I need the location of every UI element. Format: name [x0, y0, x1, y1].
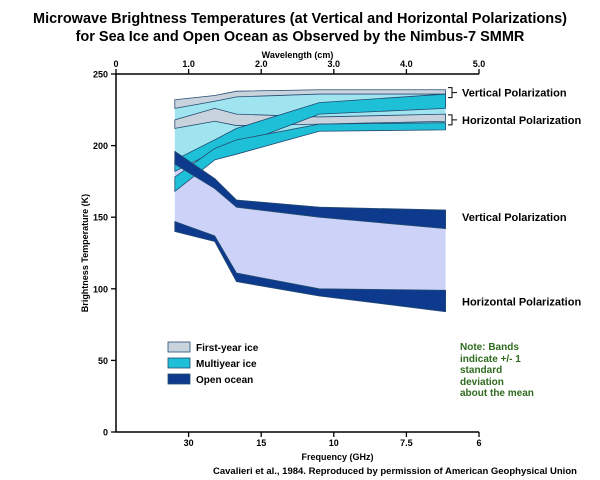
top-x-tick-label: 4.0 — [400, 59, 413, 69]
side-label: Horizontal Polarization — [462, 115, 581, 127]
note-line: deviation — [460, 376, 504, 388]
top-x-axis-label: Wavelength (cm) — [262, 50, 334, 60]
bottom-x-tick-label: 30 — [184, 438, 194, 448]
open-ocean-horizontal-band — [174, 221, 447, 313]
bottom-x-tick-label: 6 — [476, 438, 481, 448]
legend-swatch-open-ocean — [167, 373, 191, 385]
top-x-tick-label: 1.0 — [182, 59, 195, 69]
side-label: Horizontal Polarization — [462, 297, 581, 309]
first-year-ice-horizontal-band — [174, 107, 447, 129]
open-ocean-vertical-band — [174, 150, 447, 230]
legend-swatch-first-year-ice — [167, 341, 191, 353]
credit-text: Cavalieri et al., 1984. Reproduced by pe… — [213, 466, 577, 477]
bottom-x-tick-label: 15 — [256, 438, 266, 448]
note-text: Note: Bands indicate +/- 1 standard devi… — [460, 342, 580, 400]
y-tick-label: 200 — [93, 141, 108, 151]
y-tick-label: 0 — [103, 428, 108, 438]
bottom-x-tick-label: 10 — [329, 438, 339, 448]
y-tick-label: 100 — [93, 284, 108, 294]
top-x-tick-label: 3.0 — [328, 59, 341, 69]
side-label: Vertical Polarization — [462, 88, 567, 100]
ocean-region — [174, 164, 446, 291]
top-x-tick-label: 2.0 — [255, 59, 268, 69]
y-tick-label: 150 — [93, 213, 108, 223]
note-line: standard — [460, 365, 503, 376]
legend-label: First-year ice — [196, 343, 259, 354]
top-x-tick-label: 0 — [113, 59, 118, 69]
y-tick-label: 50 — [98, 356, 108, 366]
bracket — [448, 114, 457, 126]
note-line: indicate +/- 1 — [460, 353, 521, 365]
note-line: about the mean — [460, 388, 534, 399]
y-axis-label: Brightness Temperature (K) — [80, 194, 90, 312]
chart-title-line-2: for Sea Ice and Open Ocean as Observed b… — [75, 29, 525, 45]
legend-swatch-multiyear-ice — [167, 357, 191, 369]
legend-label: Open ocean — [196, 375, 253, 386]
top-x-tick-label: 5.0 — [473, 59, 486, 69]
bracket — [448, 87, 457, 99]
x-axis-label: Frequency (GHz) — [301, 452, 373, 462]
bottom-x-tick-label: 7.5 — [400, 438, 413, 448]
chart-title-line-1: Microwave Brightness Temperatures (at Ve… — [33, 11, 567, 27]
y-tick-label: 250 — [93, 70, 108, 80]
side-label: Vertical Polarization — [462, 212, 567, 224]
note-line: Note: Bands — [460, 342, 519, 353]
legend-label: Multiyear ice — [196, 359, 257, 370]
